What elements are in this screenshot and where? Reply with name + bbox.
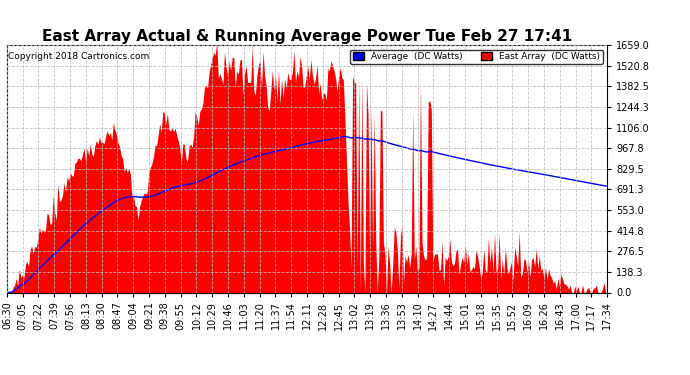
Legend: Average  (DC Watts), East Array  (DC Watts): Average (DC Watts), East Array (DC Watts… (351, 50, 602, 64)
Text: Copyright 2018 Cartronics.com: Copyright 2018 Cartronics.com (8, 53, 149, 62)
Title: East Array Actual & Running Average Power Tue Feb 27 17:41: East Array Actual & Running Average Powe… (42, 29, 572, 44)
